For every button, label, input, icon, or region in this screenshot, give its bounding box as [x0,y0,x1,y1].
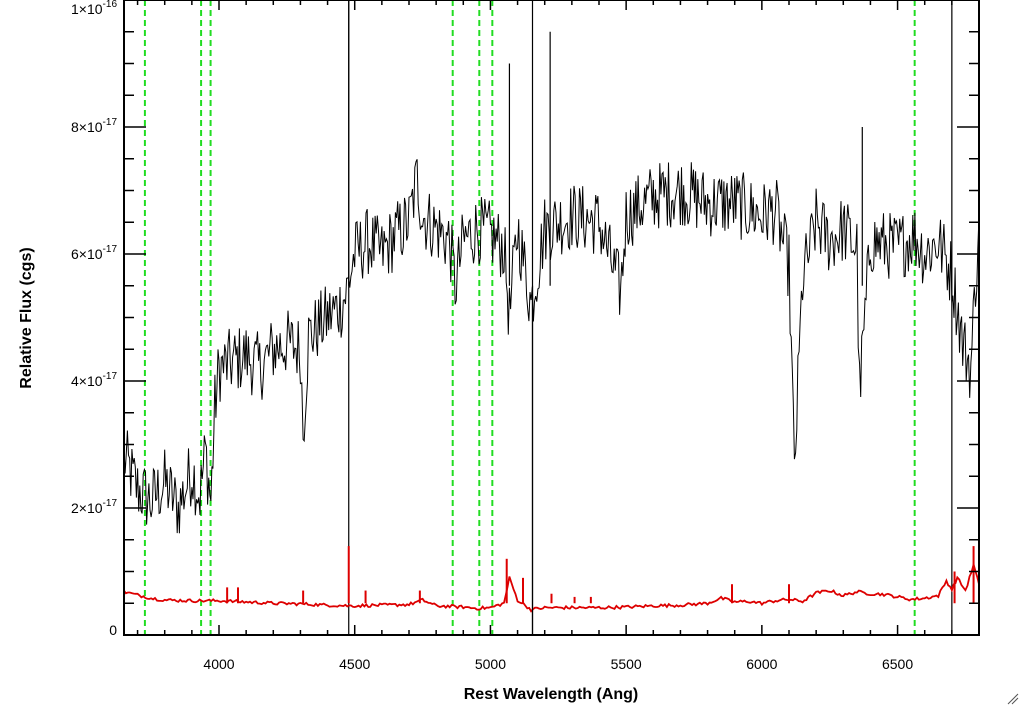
y-tick-mantissa: 4×10 [71,373,103,389]
y-tick-label-4: 8×10-17 [71,117,117,135]
x-axis-title: Rest Wavelength (Ang) [464,686,639,703]
series-line-0 [123,159,980,534]
y-tick-exponent: -17 [103,117,118,128]
y-axis-title: Relative Flux (cgs) [18,247,35,388]
y-axis-ticks: 02×10-174×10-176×10-178×10-171×10-16 [71,0,979,638]
y-tick-exponent: -17 [103,244,118,255]
y-tick-label-1: 2×10-17 [71,498,117,516]
x-axis-ticks: 4000 4500 5000 5500 6000 6500 [136,0,980,672]
x-tick-label-3: 5500 [611,656,642,672]
emission-line-markers [143,0,916,635]
y-tick-mantissa: 6×10 [71,246,103,262]
boundary-lines [348,0,953,635]
plot-frame [123,0,980,636]
x-tick-label-1: 4500 [339,656,370,672]
series-group [123,159,980,613]
spike-group [226,0,975,635]
y-tick-label-3: 6×10-17 [71,244,117,262]
x-tick-label-5: 6500 [882,656,913,672]
y-tick-mantissa: 2×10 [71,500,103,516]
x-tick-label-4: 6000 [746,656,777,672]
x-tick-label-2: 5000 [475,656,506,672]
y-tick-exponent: -16 [103,0,118,10]
x-tick-label-0: 4000 [203,656,234,672]
y-tick-mantissa: 1×10 [71,1,103,17]
y-tick-mantissa: 0 [109,622,117,638]
series-line-1 [123,560,980,613]
y-tick-exponent: -17 [103,371,118,382]
y-tick-label-0: 0 [109,622,117,638]
y-tick-mantissa: 8×10 [71,119,103,135]
y-tick-label-2: 4×10-17 [71,371,117,389]
y-tick-label-5: 1×10-16 [71,0,117,17]
resize-grip-icon[interactable] [1007,693,1019,705]
y-tick-exponent: -17 [103,498,118,509]
